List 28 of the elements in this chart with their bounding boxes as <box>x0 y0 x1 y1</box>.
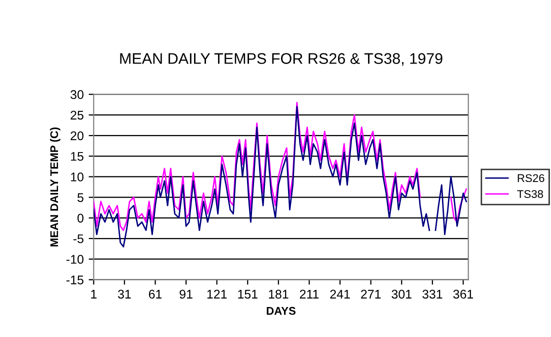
y-tick-label: 15 <box>71 152 84 161</box>
y-tick-label: 5 <box>77 193 84 202</box>
x-tick-label: 61 <box>148 290 162 299</box>
y-axis-title: MEAN DAILY TEMP (C) <box>50 127 60 246</box>
y-tick-label: -10 <box>66 254 84 264</box>
x-tick-label: 91 <box>180 290 192 299</box>
y-tick-label: -15 <box>66 276 84 284</box>
x-tick-label: 31 <box>118 290 131 299</box>
x-tick-label: 241 <box>330 290 350 298</box>
y-tick-label: 0 <box>77 214 84 223</box>
x-tick-label: 1 <box>91 290 97 298</box>
y-tick-label: 30 <box>70 90 84 100</box>
y-tick-label: 10 <box>71 172 84 182</box>
x-tick-label: 181 <box>268 290 288 299</box>
x-tick-label: 361 <box>453 290 474 299</box>
y-tick-label: 25 <box>70 110 84 120</box>
y-tick-label: 20 <box>70 131 84 140</box>
x-tick-label: 271 <box>361 290 381 298</box>
x-axis-title: DAYS <box>266 306 296 315</box>
chart-title: MEAN DAILY TEMPS FOR RS26 & TS38, 1979 <box>120 53 442 66</box>
x-tick-label: 211 <box>300 290 319 298</box>
legend-label: RS26 <box>518 174 544 182</box>
x-tick-label: 121 <box>207 290 227 298</box>
legend-label: TS38 <box>517 190 544 198</box>
x-tick-label: 151 <box>238 290 258 299</box>
y-tick-label: -5 <box>73 234 84 244</box>
x-tick-label: 331 <box>422 290 442 299</box>
x-tick-label: 301 <box>392 290 412 299</box>
